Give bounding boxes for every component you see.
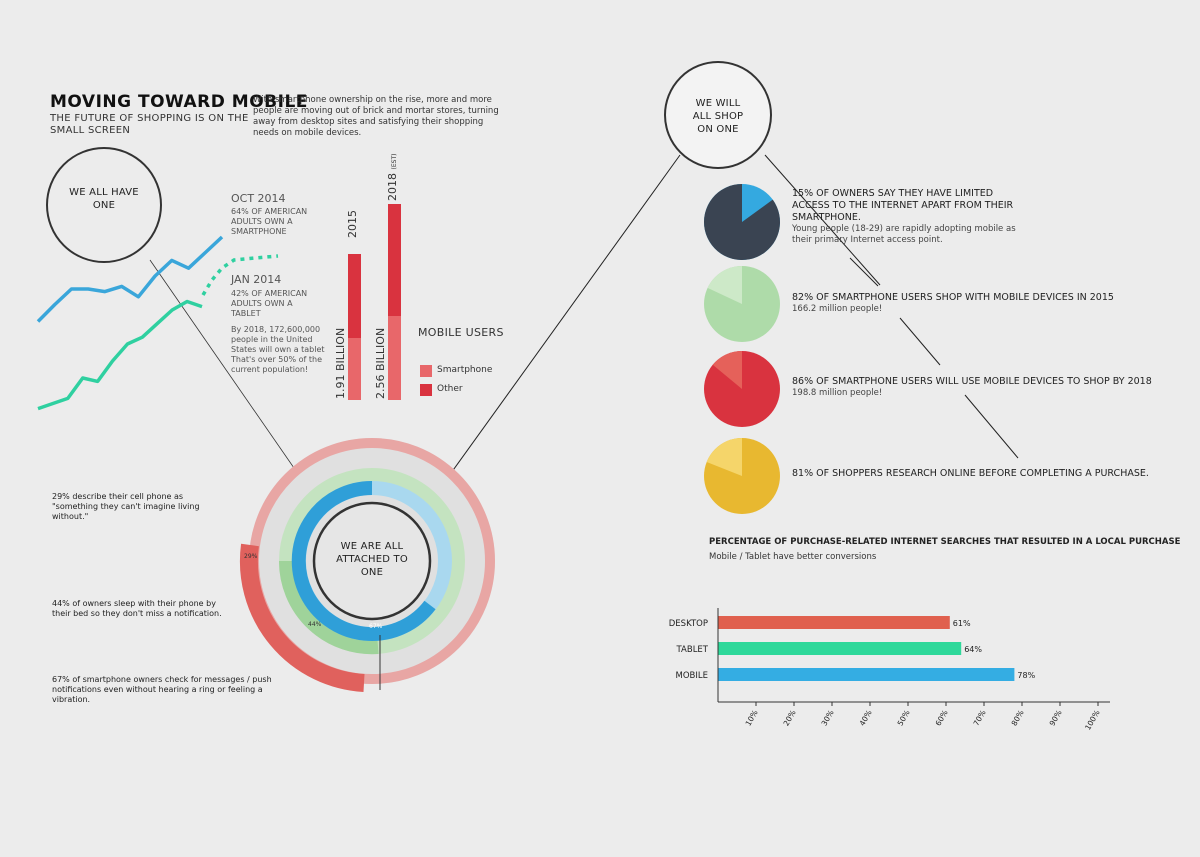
shop-stat-1: 15% OF OWNERS SAY THEY HAVE LIMITED ACCE… — [792, 188, 1032, 246]
smartphone-ownership-line — [36, 235, 224, 323]
hbar-bar-desktop — [718, 616, 950, 629]
hbar-category-label: DESKTOP — [669, 619, 708, 629]
jan-2014-text: 42% OF AMERICAN ADULTS OWN A TABLET — [231, 289, 308, 318]
jan-2014-title: JAN 2014 — [231, 273, 282, 286]
shop-stat-3-head: 86% OF SMARTPHONE USERS WILL USE MOBILE … — [792, 376, 1152, 387]
shop-stat-4: 81% OF SHOPPERS RESEARCH ONLINE BEFORE C… — [792, 468, 1182, 480]
hbar-tick-label: 60% — [934, 709, 950, 728]
hbar-tick-label: 10% — [744, 709, 760, 728]
hbar-bar-mobile — [718, 668, 1015, 681]
legend-label-other: Other — [437, 384, 463, 394]
connector-line — [964, 394, 1019, 459]
tablet-ownership-line — [37, 299, 203, 411]
hbar-value-label: 61% — [953, 619, 971, 628]
connector-line — [899, 317, 941, 366]
oct-2014-title: OCT 2014 — [231, 192, 286, 205]
bar-year-2018-text: 2018 — [386, 173, 399, 201]
local-purchase-bar-chart: DESKTOP 61% TABLET 64% MOBILE 78% 10% 20% 30% 40%… — [669, 608, 1110, 732]
shop-stat-3: 86% OF SMARTPHONE USERS WILL USE MOBILE … — [792, 376, 1172, 399]
shop-stat-1-head: 15% OF OWNERS SAY THEY HAVE LIMITED ACCE… — [792, 188, 1014, 223]
bar-value-2018: 2.56 BILLION — [374, 327, 387, 399]
hbar-value-label: 64% — [964, 645, 982, 654]
shop-pies — [704, 183, 780, 514]
connector-line — [764, 154, 881, 286]
hbar-tick-label: 70% — [972, 709, 988, 728]
hbar-tick-label: 20% — [782, 709, 798, 728]
hbar-category-label: MOBILE — [676, 671, 708, 681]
legend-swatch-smartphone — [420, 365, 432, 377]
legend-swatch-other — [420, 384, 432, 396]
shop-stat-2: 82% OF SMARTPHONE USERS SHOP WITH MOBILE… — [792, 292, 1172, 315]
hbar-bar-tablet — [718, 642, 962, 655]
bar-value-2015: 1.91 BILLION — [334, 327, 347, 399]
pie-1-slice — [704, 183, 780, 260]
shop-stat-2-sub: 166.2 million people! — [792, 304, 883, 314]
tablet-projection-text: By 2018, 172,600,000 people in the Unite… — [231, 325, 325, 374]
mobile-users-title: MOBILE USERS — [418, 326, 504, 339]
bar-year-2018: 2018 (EST) — [386, 154, 399, 201]
hbar-tick-label: 100% — [1083, 709, 1102, 732]
hbar-category-label: TABLET — [676, 645, 709, 655]
hbar-title: PERCENTAGE OF PURCHASE-RELATED INTERNET … — [709, 537, 1181, 547]
hbar-tick-label: 40% — [858, 709, 874, 728]
ownership-line-chart — [36, 235, 224, 411]
inner-ring-67 — [291, 480, 436, 641]
ring-label-29: 29% — [244, 553, 258, 560]
outer-ring-29 — [239, 543, 365, 692]
hbar-tick-label: 50% — [896, 709, 912, 728]
ring-label-44: 44% — [308, 621, 322, 628]
shop-stat-3-sub: 198.8 million people! — [792, 388, 883, 398]
bar-2015-smartphone — [348, 338, 361, 400]
attachment-stat-44: 44% of owners sleep with their phone by … — [52, 599, 222, 618]
bar-2015-other — [348, 254, 361, 338]
we-are-attached-label: WE ARE ALL ATTACHED TO ONE — [336, 541, 408, 578]
tablet-projection-line — [201, 254, 279, 296]
hbar-tick-label: 90% — [1048, 709, 1064, 728]
ring-label-67: 67% — [369, 623, 383, 630]
intro-text: With smartphone ownership on the rise, m… — [253, 95, 499, 138]
we-all-have-one-label: WE ALL HAVE ONE — [69, 187, 139, 211]
hbar-tick-label: 80% — [1010, 709, 1026, 728]
pie-4-slice — [706, 438, 742, 476]
hbar-value-label: 78% — [1017, 671, 1035, 680]
legend-label-smartphone: Smartphone — [437, 365, 493, 375]
bar-2018-other — [388, 204, 401, 316]
bar-year-2018-suffix: (EST) — [391, 153, 398, 170]
bar-year-2015: 2015 — [346, 210, 359, 238]
we-will-shop-label: WE WILL ALL SHOP ON ONE — [692, 98, 744, 135]
attachment-stat-29: 29% describe their cell phone as "someth… — [52, 492, 200, 521]
hbar-tick-label: 30% — [820, 709, 836, 728]
page-title: MOVING TOWARD MOBILE — [50, 92, 308, 112]
pie-2-slice — [707, 266, 742, 304]
attachment-stat-67: 67% of smartphone owners check for messa… — [52, 675, 272, 704]
shop-stat-2-head: 82% OF SMARTPHONE USERS SHOP WITH MOBILE… — [792, 292, 1114, 303]
oct-2014-text: 64% OF AMERICAN ADULTS OWN A SMARTPHONE — [231, 207, 308, 236]
we-will-shop-circle — [664, 61, 772, 169]
mobile-users-bars — [348, 204, 432, 400]
pie-3-slice — [712, 351, 742, 389]
page-subtitle: THE FUTURE OF SHOPPING IS ON THE SMALL S… — [50, 113, 249, 136]
center-circle — [312, 501, 432, 621]
shop-stat-1-sub: Young people (18-29) are rapidly adoptin… — [792, 224, 1016, 245]
shop-stat-4-head: 81% OF SHOPPERS RESEARCH ONLINE BEFORE C… — [792, 468, 1149, 479]
connector-line — [409, 154, 681, 531]
middle-ring-44 — [278, 560, 379, 655]
hbar-subtitle: Mobile / Tablet have better conversions — [709, 552, 877, 562]
connector-line — [849, 257, 879, 287]
attachment-radial-chart — [239, 438, 495, 692]
we-all-have-one-circle — [46, 147, 162, 263]
bar-2018-smartphone — [388, 316, 401, 400]
